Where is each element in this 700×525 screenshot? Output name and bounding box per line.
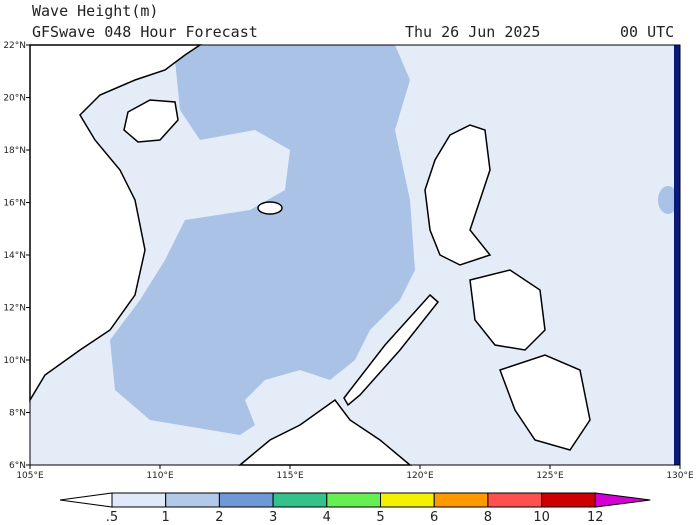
map-frame [29,44,681,466]
colorbar-segment [165,492,220,508]
lon-label: 105°E [16,471,44,481]
lon-label: 115°E [276,471,304,481]
subtitle: GFSwave 048 Hour Forecast [32,23,258,41]
date: Thu 26 Jun 2025 [405,23,540,41]
colorbar-label: 4 [323,510,331,525]
colorbar-label: 12 [587,510,604,525]
borneo [237,398,413,466]
colorbar-segment [541,492,596,508]
colorbar-arrow [594,492,651,508]
mainland [29,44,203,403]
colorbar-label: 2 [215,510,223,525]
map [29,44,680,466]
colorbar-segment [380,492,435,508]
luzon [424,124,492,266]
title: Wave Height(m) [32,2,158,20]
lon-label: 110°E [146,471,174,481]
colorbar-label: .5 [106,510,118,525]
colorbar-segment [433,492,489,508]
lat-label: 10°N [3,356,26,366]
island [257,201,283,215]
lat-label: 22°N [3,41,26,51]
lat-label: 12°N [3,304,26,314]
colorbar-segment [326,492,381,508]
visayas [469,269,546,351]
lon-label: 120°E [406,471,434,481]
lon-label: 125°E [536,471,564,481]
mindanao [499,354,591,451]
hainan [123,99,179,143]
lat-label: 6°N [9,461,26,471]
edge [674,45,680,465]
time: 00 UTC [620,23,674,41]
colorbar-label: 5 [376,510,384,525]
colorbar-label: 6 [430,510,438,525]
lat-label: 18°N [3,146,26,156]
colorbar-label: 10 [533,510,550,525]
colorbar-label: 8 [484,510,492,525]
colorbar-segment [487,492,543,508]
colorbar-segment [218,492,274,508]
colorbar-label: 3 [269,510,277,525]
sea-mid [110,45,415,435]
lat-label: 14°N [3,251,26,261]
lat-label: 16°N [3,199,26,209]
palawan [343,293,440,407]
colorbar-segment [111,492,167,508]
lon-label: 130°E [666,471,694,481]
sea-mid [658,186,678,214]
colorbar-label: 1 [162,510,170,525]
colorbar-segment [272,492,328,508]
colorbar-arrow [59,492,113,508]
lat-label: 8°N [9,409,26,419]
lat-label: 20°N [3,94,26,104]
